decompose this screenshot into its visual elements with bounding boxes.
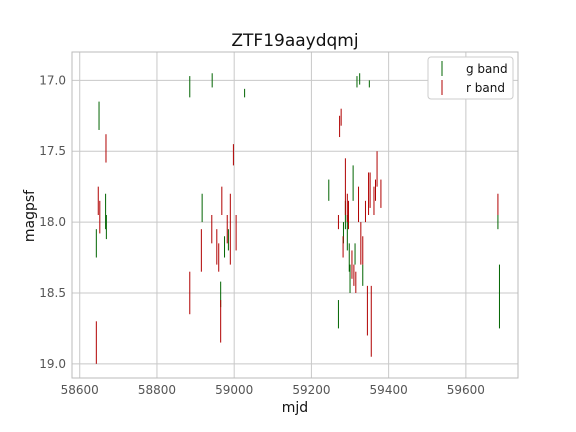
x-tick-label: 58800	[138, 383, 176, 397]
plot-area-frame	[71, 51, 519, 379]
legend-label-r-band: r band	[466, 81, 505, 95]
y-axis-label: magpsf	[22, 189, 38, 242]
legend-label-g-band: g band	[466, 62, 508, 76]
y-tick-label: 18.0	[39, 215, 66, 229]
x-tick-label: 59600	[447, 383, 485, 397]
x-tick-label: 59400	[370, 383, 408, 397]
y-tick-label: 19.0	[39, 357, 66, 371]
x-tick-label: 59000	[215, 383, 253, 397]
x-tick-label: 58600	[61, 383, 99, 397]
y-tick-label: 17.0	[39, 73, 66, 87]
x-tick-label: 59200	[292, 383, 330, 397]
legend-box	[427, 56, 514, 100]
x-axis-label: mjd	[282, 400, 308, 416]
series-r-band	[95, 108, 499, 364]
grid	[72, 52, 518, 378]
y-tick-label: 17.5	[39, 144, 66, 158]
y-tick-label: 18.5	[39, 286, 66, 300]
y-axis-ticks: 17.0 17.5 18.0 18.5 19.0	[39, 73, 66, 370]
legend: g band r band	[427, 56, 514, 100]
data-marks	[95, 73, 500, 364]
x-axis-ticks: 58600 58800 59000 59200 59400 59600	[61, 383, 485, 397]
chart-title: ZTF19aaydqmj	[231, 31, 358, 51]
